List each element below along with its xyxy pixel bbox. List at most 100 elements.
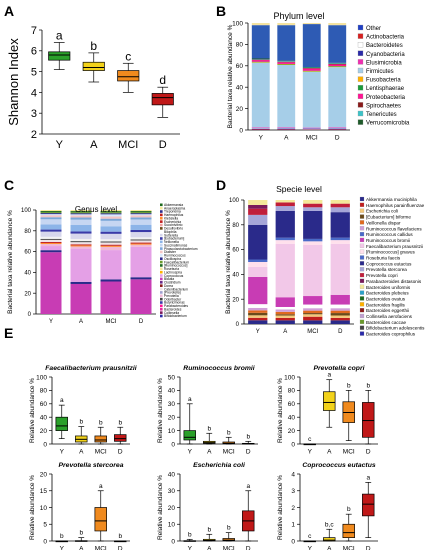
chart-title: Specie level <box>276 184 322 194</box>
x-tick-label: Y <box>60 546 65 550</box>
bar-segment <box>130 210 152 212</box>
bar-segment <box>130 277 152 280</box>
box-D <box>242 440 255 445</box>
bar-segment <box>40 217 62 220</box>
box-D <box>114 540 127 543</box>
chart-title: Prevotella stercorea <box>59 462 124 469</box>
legend-label: Faecalibacterium <box>164 260 189 264</box>
significance-letter: c <box>308 436 312 443</box>
x-tick-label: Y <box>188 449 193 456</box>
x-tick-label: Y <box>49 319 53 325</box>
bar-segment <box>100 245 122 247</box>
bar-segment <box>303 316 323 321</box>
legend-swatch <box>160 270 163 274</box>
bar-segment <box>330 315 350 318</box>
legend-label: Firmicutes <box>366 69 394 75</box>
x-tick-label: D <box>246 546 251 550</box>
bar-segment <box>130 237 152 240</box>
legend-swatch <box>359 232 365 237</box>
legend-label: Akkermansia muciniphila <box>366 197 417 202</box>
legend-swatch <box>160 216 163 220</box>
bar-segment <box>130 217 152 220</box>
y-tick-label: 0 <box>291 538 295 545</box>
y-tick-label: 40 <box>168 388 176 395</box>
bar-segment <box>275 243 295 298</box>
bar-segment <box>40 212 62 214</box>
legend-label: [Eubacterium] <box>164 237 184 241</box>
significance-letter: b <box>207 425 211 432</box>
bar-segment <box>275 317 295 321</box>
bar-segment <box>130 219 152 225</box>
legend-swatch <box>357 24 364 31</box>
bar-segment <box>100 231 122 234</box>
significance-letter: b <box>246 433 250 440</box>
y-tick-label: 20 <box>24 291 31 297</box>
bar-segment <box>70 211 92 213</box>
bar-segment <box>251 59 270 61</box>
legend-swatch <box>359 255 365 260</box>
bar-segment <box>40 214 62 216</box>
bar-segment <box>248 276 268 305</box>
x-tick-label: D <box>246 449 251 456</box>
bar-segment <box>248 320 268 324</box>
significance-letter: b <box>227 429 231 436</box>
legend-swatch <box>160 210 163 213</box>
legend-label: Faecalibacterium prausnitzii <box>366 244 423 249</box>
legend-swatch <box>160 274 163 277</box>
bar-segment <box>275 206 295 211</box>
legend-label: Desulfovibrio <box>164 227 183 231</box>
box-body <box>323 391 336 411</box>
y-tick-label: 20 <box>236 106 244 113</box>
box-Y <box>48 42 71 70</box>
bar-segment <box>302 70 321 72</box>
bar-segment <box>100 220 122 227</box>
legend-label: Blautia <box>164 277 174 281</box>
legend-swatch <box>160 213 163 217</box>
bar-segment <box>251 61 270 63</box>
significance-letter: b <box>347 506 351 513</box>
box-body <box>94 507 107 532</box>
x-tick-label: A <box>79 546 84 550</box>
bar-segment <box>40 210 62 212</box>
y-axis-label: Relative abundance % <box>29 378 36 443</box>
legend-swatch <box>359 308 365 313</box>
bar-segment <box>277 127 296 128</box>
box-body <box>114 434 127 442</box>
y-tick-label: 4 <box>31 87 37 99</box>
significance-letter: c <box>308 533 312 540</box>
y-tick-label: 0 <box>28 312 32 318</box>
y-tick-label: 5 <box>43 522 47 529</box>
legend-label: Phascolarctobacterium <box>164 247 198 251</box>
legend-swatch <box>160 230 163 234</box>
y-tick-label: 20 <box>288 428 296 435</box>
y-tick-label: 40 <box>24 271 31 277</box>
legend-label: Catenibacterium <box>164 287 188 291</box>
bar-segment <box>251 127 270 128</box>
legend-swatch <box>357 42 364 48</box>
legend-label: [Ruminococcus] gnavus <box>366 250 415 255</box>
legend-label: Bacteroides ovatus <box>366 296 406 301</box>
legend-label: Spirochaetes <box>366 103 401 109</box>
x-tick-label: MCI <box>343 546 355 550</box>
y-tick-label: 15 <box>40 488 48 495</box>
bar-segment <box>330 313 350 316</box>
y-tick-label: 100 <box>229 198 240 204</box>
legend-swatch <box>160 291 163 294</box>
x-tick-label: A <box>79 449 84 456</box>
bar-segment <box>130 246 152 278</box>
legend-label: Roseburia <box>164 267 179 271</box>
bar-segment <box>248 204 268 209</box>
bar-segment <box>70 215 92 218</box>
legend-swatch <box>359 237 365 243</box>
significance-letter: b <box>188 531 192 538</box>
bar-segment <box>251 62 270 63</box>
bar-segment <box>303 296 323 305</box>
bar-segment <box>100 242 122 245</box>
legend-label: Escherichia <box>164 220 181 224</box>
legend-swatch <box>160 260 163 264</box>
panel-label-d: D <box>216 177 226 193</box>
y-tick-label: 2 <box>31 129 37 141</box>
box-A <box>323 528 336 542</box>
bar-segment <box>251 62 270 128</box>
legend-label: Parabacteroides distasonis <box>366 279 422 284</box>
